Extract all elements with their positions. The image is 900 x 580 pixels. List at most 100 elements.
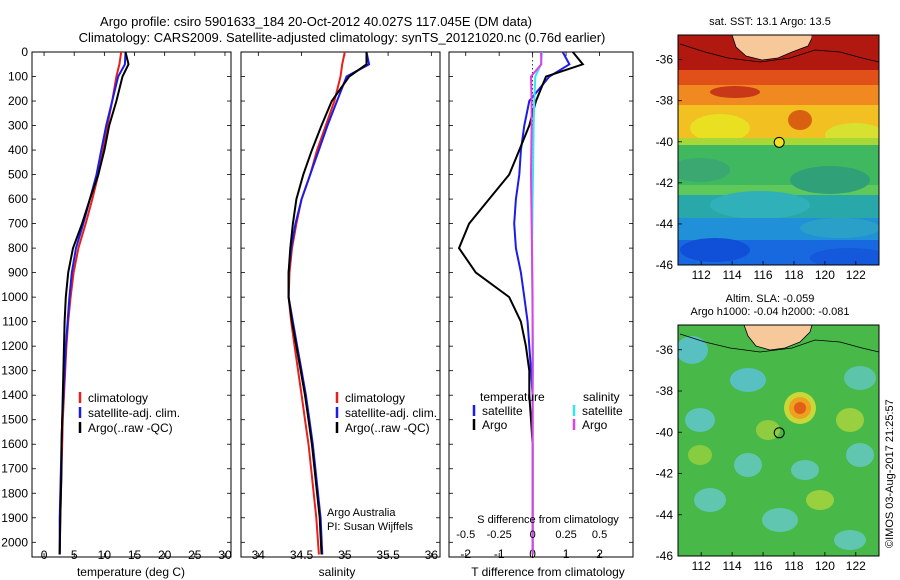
lat-tick-label: -46 [656, 549, 674, 563]
s-difference-tick-label: 0.5 [592, 529, 607, 541]
lon-tick-label: 114 [723, 559, 742, 573]
depth-tick-label: 1000 [1, 290, 28, 304]
x-tick-label: 36 [425, 548, 439, 562]
x-tick-label: 2 [596, 547, 603, 561]
lon-tick-label: 116 [753, 559, 772, 573]
x-tick-label: 25 [188, 548, 202, 562]
sla-map-subtitle: Argo h1000: -0.04 h2000: -0.081 [690, 306, 849, 318]
x-tick-label: 30 [218, 548, 232, 562]
sla-map-ticks: 112 114 116 118 120 122 -36 -38 -40 -42 -44 -46 [656, 343, 866, 573]
series-line-salinity-argo [529, 52, 543, 555]
lat-tick-label: -40 [656, 135, 674, 149]
sst-map-title: sat. SST: 13.1 Argo: 13.5 [709, 16, 831, 28]
lat-tick-label: -42 [656, 176, 674, 190]
depth-tick-label: 2000 [1, 535, 28, 549]
sst-map-panel: sat. SST: 13.1 Argo: 13.5 [656, 16, 880, 282]
sla-map-frame [677, 324, 880, 557]
x-tick-label: 34.5 [290, 548, 314, 562]
lon-tick-label: 120 [815, 268, 835, 282]
depth-tick-label: 1800 [1, 486, 28, 500]
legend-label: climatology [345, 391, 405, 405]
lon-tick-label: 118 [784, 268, 803, 282]
lon-tick-label: 112 [692, 559, 711, 573]
lat-tick-label: -38 [656, 94, 674, 108]
legend-group-title: temperature [480, 390, 545, 404]
legend-label: Argo [582, 418, 608, 432]
depth-tick-label: 1500 [1, 413, 28, 427]
legend-label: Argo(..raw -QC) [345, 421, 430, 435]
depth-tick-label: 1700 [1, 462, 28, 476]
legend-label: satellite-adj. clim. [345, 406, 437, 420]
depth-tick-label: 400 [8, 143, 28, 157]
legend-label: Argo(..raw -QC) [88, 421, 173, 435]
salinity-series [287, 52, 371, 555]
depth-tick-label: 0 [21, 45, 28, 59]
temperature-panel: 0100200300400500600700800900100011001200… [1, 45, 232, 579]
depth-tick-label: 100 [8, 70, 28, 84]
lon-tick-label: 122 [846, 559, 866, 573]
lon-tick-label: 120 [815, 559, 835, 573]
figure-title-line1: Argo profile: csiro 5901633_184 20-Oct-2… [100, 14, 532, 29]
depth-tick-label: 500 [8, 168, 28, 182]
salinity-axes-frame [240, 51, 441, 558]
salinity-panel: 34 34.5 35 35.5 36 climatologysatellite-adj.… [240, 51, 441, 579]
x-tick-label: 0 [41, 548, 48, 562]
s-difference-axis-ticks: -0.5 -0.25 0 0.25 0.5 [456, 529, 607, 541]
x-tick-label: 35.5 [376, 548, 400, 562]
depth-tick-label: 1400 [1, 388, 28, 402]
sla-map-panel: Altim. SLA: -0.059 Argo h1000: -0.04 h20… [656, 293, 880, 573]
legend-label: satellite [482, 404, 523, 418]
depth-tick-label: 1900 [1, 511, 28, 525]
s-difference-tick-label: 0.25 [555, 529, 576, 541]
t-difference-axis-label: T difference from climatology [471, 565, 625, 579]
x-tick-label: 10 [98, 548, 112, 562]
temperature-series [58, 52, 130, 555]
lon-tick-label: 112 [692, 268, 711, 282]
difference-panel: -2 -1 0 1 2 temperature salinitysatelliteArgo… [448, 51, 634, 579]
sla-heatmap [678, 325, 879, 556]
x-tick-label: 20 [158, 548, 172, 562]
lon-tick-label: 116 [753, 268, 772, 282]
x-tick-label: 5 [71, 548, 78, 562]
legend-label: satellite-adj. clim. [88, 406, 180, 420]
depth-tick-label: 1300 [1, 364, 28, 378]
lon-tick-label: 118 [784, 559, 803, 573]
salinity-axis-label: salinity [319, 565, 356, 579]
figure-title-line2: Climatology: CARS2009. Satellite-adjuste… [79, 30, 606, 45]
legend-label: Argo [482, 418, 508, 432]
imos-credit: ©IMOS 03-Aug-2017 21:25:57 [884, 399, 896, 548]
difference-series [457, 52, 585, 555]
lat-tick-label: -36 [656, 53, 674, 67]
institution-annotation: Argo Australia [327, 507, 396, 519]
series-line-argo-raw-qc- [58, 52, 130, 555]
lat-tick-label: -44 [656, 217, 674, 231]
depth-tick-label: 1600 [1, 437, 28, 451]
temperature-axis-ticks: 0 5 10 15 20 25 30 [41, 52, 232, 562]
s-difference-axis-label: S difference from climatology [477, 514, 619, 526]
legend-group-title: salinity [583, 390, 620, 404]
sla-map-title: Altim. SLA: -0.059 [726, 293, 815, 305]
temperature-axis-label: temperature (deg C) [77, 565, 185, 579]
depth-tick-label: 1200 [1, 339, 28, 353]
depth-tick-label: 600 [8, 192, 28, 206]
salinity-depth-ticks [241, 51, 440, 543]
lat-tick-label: -42 [656, 467, 674, 481]
argo-float-location-marker [773, 136, 785, 148]
pi-annotation: PI: Susan Wijffels [327, 521, 413, 533]
difference-axes-frame [448, 51, 634, 558]
series-line-argo-raw-qc- [287, 52, 368, 555]
depth-tick-label: 900 [8, 266, 28, 280]
x-tick-label: -2 [460, 547, 471, 561]
depth-axis-ticks: 0 100 200 300 400 500 600 700 800 900 1000 1100 1200… [1, 45, 231, 549]
difference-legend: temperature salinitysatelliteArgosatellit… [472, 390, 623, 432]
depth-tick-label: 700 [8, 217, 28, 231]
lon-tick-label: 122 [846, 268, 866, 282]
argo-float-location-marker [773, 427, 785, 439]
s-difference-tick-label: 0 [530, 529, 536, 541]
x-tick-label: -1 [494, 547, 505, 561]
lat-tick-label: -46 [656, 258, 674, 272]
x-tick-label: 1 [563, 547, 570, 561]
sst-map-ticks: 112 114 116 118 120 122 -36 -38 -40 -42 -44 -46 [656, 53, 866, 282]
